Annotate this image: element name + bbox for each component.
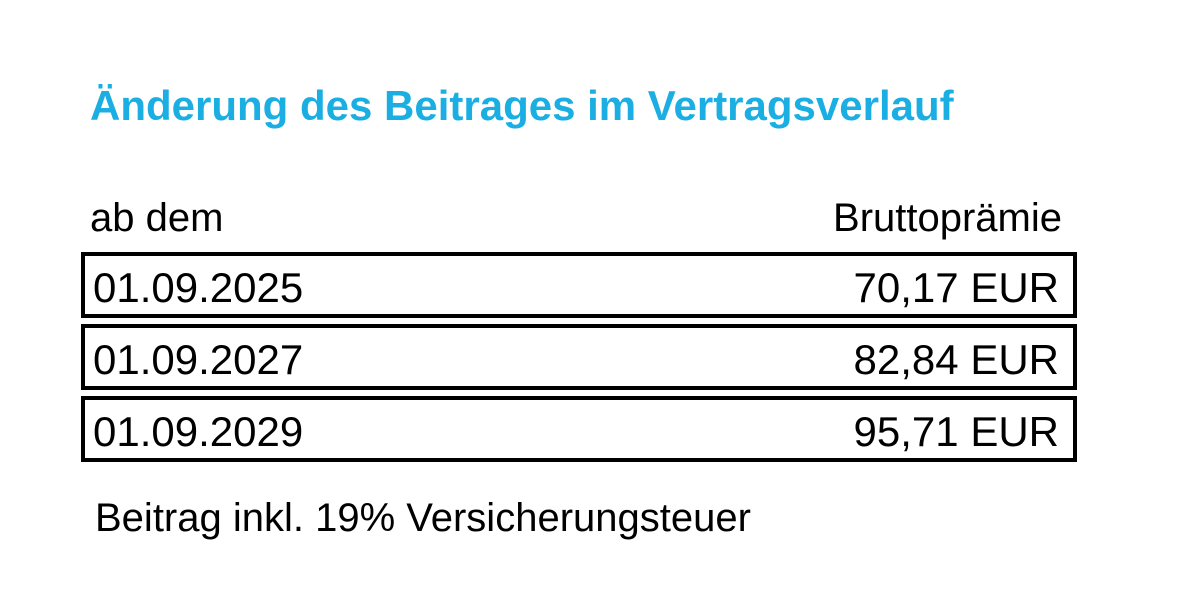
page-title: Änderung des Beitrages im Vertragsverlau… — [90, 82, 954, 129]
tax-footnote: Beitrag inkl. 19% Versicherungsteuer — [95, 496, 751, 540]
row-premium: 82,84 EUR — [853, 336, 1059, 383]
table-row: 01.09.2029 95,71 EUR — [81, 396, 1077, 462]
column-header-date: ab dem — [90, 196, 224, 240]
row-premium: 70,17 EUR — [853, 264, 1059, 311]
row-date: 01.09.2029 — [93, 408, 304, 455]
column-header-premium: Bruttoprämie — [833, 196, 1062, 240]
row-date: 01.09.2025 — [93, 264, 304, 311]
premium-table: 01.09.2025 70,17 EUR 01.09.2027 82,84 EU… — [81, 252, 1077, 468]
table-row: 01.09.2027 82,84 EUR — [81, 324, 1077, 390]
row-date: 01.09.2027 — [93, 336, 304, 383]
table-header: ab dem Bruttoprämie — [90, 194, 1062, 242]
row-premium: 95,71 EUR — [853, 408, 1059, 455]
table-row: 01.09.2025 70,17 EUR — [81, 252, 1077, 318]
